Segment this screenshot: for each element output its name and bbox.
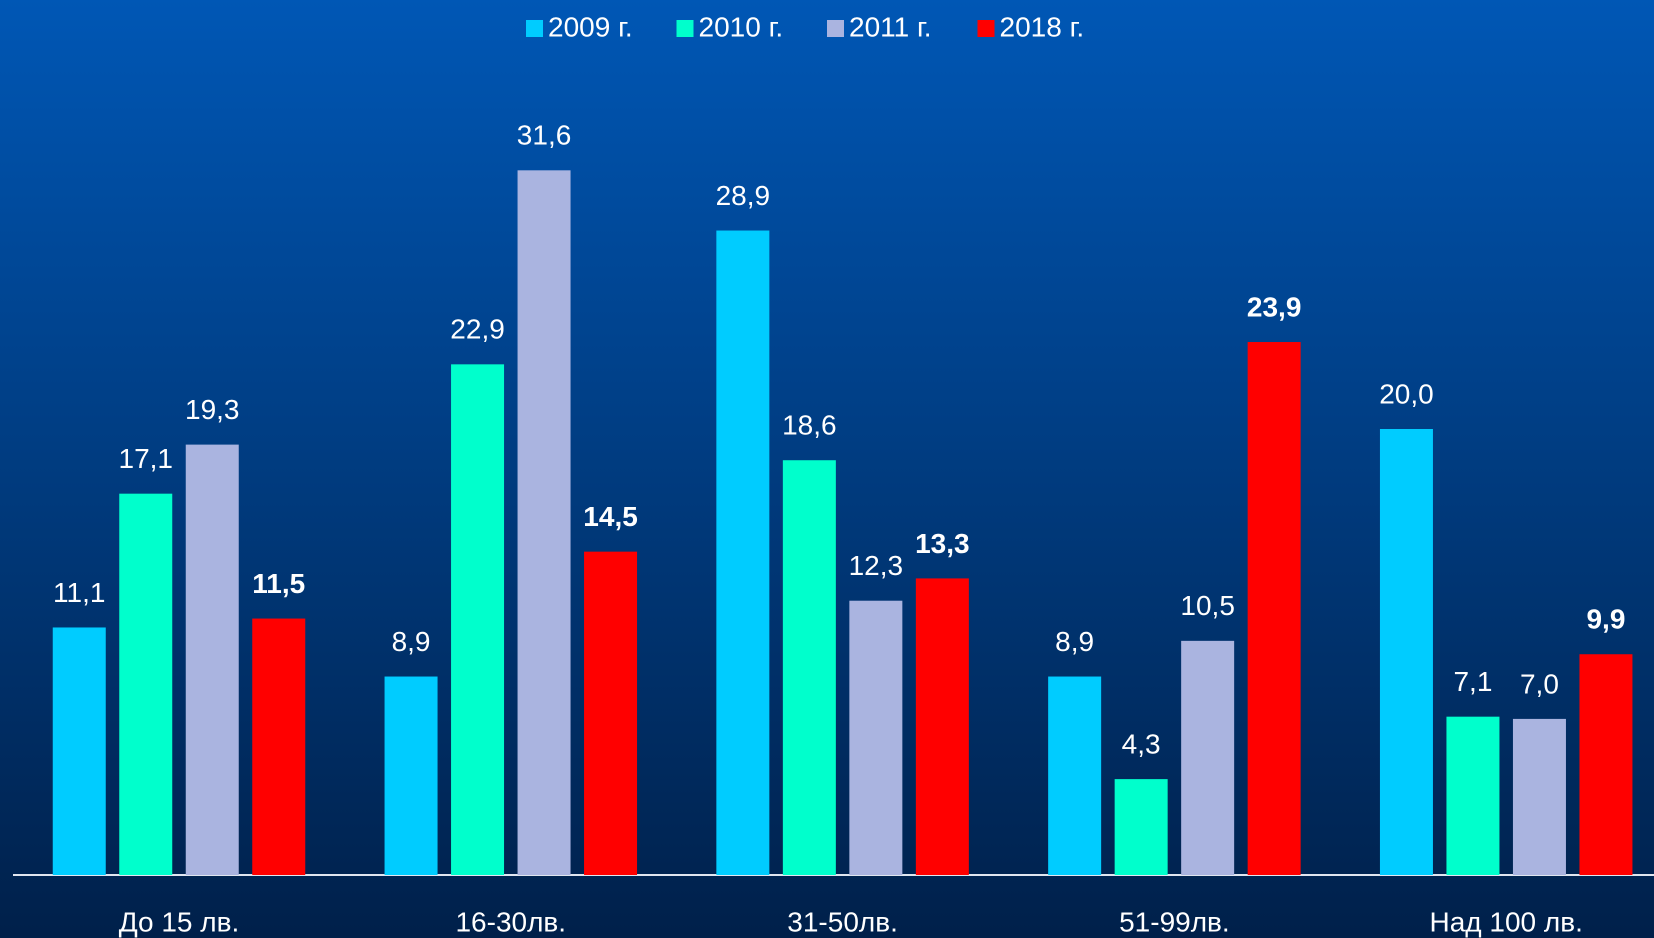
- bar: [252, 618, 306, 875]
- bar: [1114, 779, 1168, 875]
- data-label: 7,0: [1520, 668, 1559, 699]
- bar: [915, 578, 969, 875]
- data-label: 22,9: [450, 314, 505, 345]
- data-label: 11,5: [252, 568, 305, 599]
- legend-swatch: [526, 20, 543, 37]
- bar: [1579, 654, 1633, 875]
- x-tick-label: 31-50лв.: [787, 906, 898, 937]
- bar: [185, 444, 239, 875]
- x-tick-label: До 15 лв.: [119, 906, 240, 937]
- bar: [1512, 718, 1566, 875]
- x-tick-label: 51-99лв.: [1119, 906, 1230, 937]
- x-tick-label: 16-30лв.: [455, 906, 566, 937]
- data-label: 12,3: [849, 550, 904, 581]
- bar: [52, 627, 106, 875]
- data-label: 14,5: [583, 501, 638, 532]
- data-label: 18,6: [782, 410, 837, 441]
- data-label: 8,9: [1055, 626, 1094, 657]
- bar: [584, 551, 638, 875]
- legend-label: 2009 г.: [548, 11, 633, 42]
- bar: [1379, 429, 1433, 875]
- data-label: 20,0: [1379, 378, 1434, 409]
- bar: [1446, 716, 1500, 875]
- bar: [517, 170, 571, 875]
- data-label: 17,1: [119, 443, 174, 474]
- legend-label: 2010 г.: [699, 11, 784, 42]
- legend-swatch: [827, 20, 844, 37]
- data-label: 31,6: [517, 120, 572, 151]
- data-label: 9,9: [1586, 604, 1625, 635]
- data-label: 10,5: [1180, 590, 1235, 621]
- bar: [849, 600, 903, 875]
- data-label: 28,9: [716, 180, 771, 211]
- bar: [1181, 640, 1235, 875]
- data-label: 19,3: [185, 394, 240, 425]
- legend-swatch: [676, 20, 694, 37]
- data-label: 23,9: [1247, 291, 1302, 322]
- data-label: 8,9: [392, 626, 431, 657]
- bar: [782, 460, 836, 875]
- bar: [1247, 342, 1301, 875]
- bar: [1048, 676, 1102, 875]
- bar: [119, 493, 173, 875]
- bar: [384, 676, 438, 875]
- data-label: 7,1: [1453, 666, 1492, 697]
- legend-swatch: [977, 20, 995, 37]
- data-label: 13,3: [915, 528, 970, 559]
- bar: [451, 364, 505, 875]
- legend-label: 2011 г.: [849, 11, 932, 42]
- data-label: 4,3: [1122, 729, 1161, 760]
- data-label: 11,1: [53, 577, 105, 608]
- x-tick-label: Над 100 лв.: [1429, 906, 1582, 937]
- bar: [716, 230, 770, 875]
- legend-label: 2018 г.: [1000, 11, 1085, 42]
